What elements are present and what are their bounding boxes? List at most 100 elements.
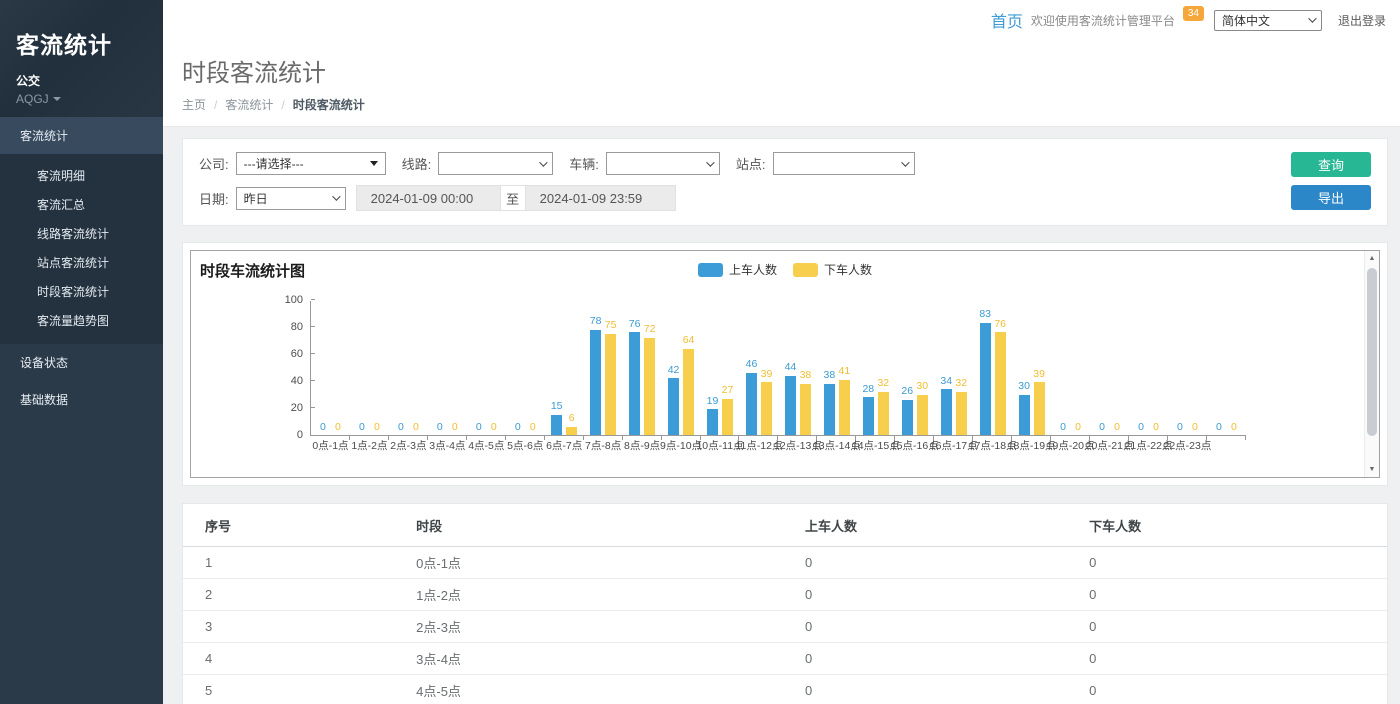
bar-value-label: 38: [824, 370, 836, 381]
bar-value-label: 26: [901, 386, 913, 397]
legend-item[interactable]: 上车人数: [698, 261, 777, 278]
bar-value-label: 28: [862, 384, 874, 395]
scroll-up-icon[interactable]: ▲: [1365, 251, 1379, 266]
table-header-cell: 序号: [183, 504, 408, 547]
bar-value-label: 19: [707, 396, 719, 407]
sidebar-subitem[interactable]: 时段客流统计: [0, 277, 163, 306]
bar: [800, 384, 811, 435]
bar-group: 0: [449, 422, 460, 436]
line-field: 线路:: [402, 152, 554, 175]
date-preset-select[interactable]: 昨日: [236, 187, 346, 210]
bar-value-label: 0: [398, 422, 404, 433]
table-cell: 0: [797, 643, 1081, 675]
bar: [839, 380, 850, 435]
table-header-cell: 时段: [408, 504, 797, 547]
bar-group: 0: [1228, 422, 1239, 436]
table-row: 10点-1点00: [183, 547, 1387, 579]
bar: [551, 415, 562, 435]
sidebar-brand: 客流统计 公交 AQGJ: [0, 0, 163, 117]
bar-group: 0: [332, 422, 343, 436]
x-tick-label: 5点-6点: [507, 438, 543, 453]
sidebar-submenu: 客流明细客流汇总线路客流统计站点客流统计时段客流统计客流量趋势图: [0, 154, 163, 344]
bar-group: 39: [1034, 369, 1045, 435]
notification-badge[interactable]: 34: [1183, 6, 1204, 21]
sidebar-subitem[interactable]: 站点客流统计: [0, 248, 163, 277]
sidebar: 客流统计 公交 AQGJ 客流统计客流明细客流汇总线路客流统计站点客流统计时段客…: [0, 0, 163, 704]
line-select[interactable]: [438, 152, 553, 175]
sidebar-subitem[interactable]: 线路客流统计: [0, 219, 163, 248]
chart-category: 1566点-7点: [545, 301, 584, 435]
chevron-down-icon: [706, 158, 714, 166]
bar: [668, 378, 679, 435]
company-select-value: ---请选择---: [244, 155, 304, 172]
scroll-down-icon[interactable]: ▼: [1365, 462, 1379, 477]
x-tick-label: 2点-3点: [390, 438, 426, 453]
legend-label: 下车人数: [824, 261, 872, 278]
station-label: 站点:: [736, 154, 766, 173]
bar: [824, 384, 835, 435]
y-tick-label: 0: [297, 429, 303, 441]
date-to-input[interactable]: 2024-01-09 23:59: [526, 185, 676, 211]
chart-category: 002点-3点: [389, 301, 428, 435]
bar-group: 0: [1174, 422, 1185, 436]
table-cell: 3: [183, 611, 408, 643]
triangle-down-icon: [370, 161, 378, 166]
sidebar-subitem[interactable]: 客流量趋势图: [0, 306, 163, 335]
y-tick-label: 60: [291, 348, 303, 360]
sidebar-subitem[interactable]: 客流明细: [0, 161, 163, 190]
bar-value-label: 0: [1075, 422, 1081, 433]
chart-category: 0023点-24点: [1207, 301, 1246, 435]
chart-scrollbar[interactable]: ▲ ▼: [1364, 251, 1379, 477]
app-logo-title: 客流统计: [16, 26, 163, 60]
logout-link[interactable]: 退出登录: [1338, 12, 1386, 29]
bar: [785, 376, 796, 435]
search-button[interactable]: 查询: [1291, 152, 1371, 177]
chart-category: 343216点-17点: [934, 301, 973, 435]
legend-swatch: [698, 263, 723, 277]
bar-value-label: 0: [320, 422, 326, 433]
legend-item[interactable]: 下车人数: [793, 261, 872, 278]
bar: [722, 399, 733, 435]
bar: [566, 427, 577, 435]
sidebar-item[interactable]: 设备状态: [0, 344, 163, 381]
vehicle-select[interactable]: [606, 152, 720, 175]
org-code-label: AQGJ: [16, 92, 49, 106]
bar-group: 46: [746, 359, 757, 435]
chart-category: 76728点-9点: [623, 301, 662, 435]
bar: [878, 392, 889, 435]
breadcrumb-section[interactable]: 客流统计: [225, 96, 273, 113]
bar-group: 0: [1135, 422, 1146, 436]
sidebar-item[interactable]: 客流统计: [0, 117, 163, 154]
bar-value-label: 83: [979, 309, 991, 320]
bar-group: 0: [488, 422, 499, 436]
chart-legend: 上车人数 下车人数: [698, 261, 872, 278]
date-from-input[interactable]: 2024-01-09 00:00: [356, 185, 500, 211]
org-code-dropdown[interactable]: AQGJ: [16, 92, 61, 106]
x-tick-label: 22点-23点: [1164, 438, 1212, 453]
sidebar-item[interactable]: 基础数据: [0, 381, 163, 418]
company-select[interactable]: ---请选择---: [236, 152, 386, 175]
scrollbar-thumb[interactable]: [1367, 268, 1377, 436]
bar-group: 72: [644, 324, 655, 435]
table-cell: 5: [183, 675, 408, 704]
bar-value-label: 39: [1033, 369, 1045, 380]
language-select[interactable]: 简体中文: [1214, 10, 1322, 31]
home-link[interactable]: 首页: [991, 8, 1023, 32]
chart-category: 443812点-13点: [778, 301, 817, 435]
bar: [863, 397, 874, 435]
table-cell: 1点-2点: [408, 579, 797, 611]
bar-group: 38: [800, 370, 811, 435]
legend-label: 上车人数: [729, 261, 777, 278]
table-cell: 0: [797, 547, 1081, 579]
export-button[interactable]: 导出: [1291, 185, 1371, 210]
bar-group: 0: [512, 422, 523, 436]
bar-group: 0: [1058, 422, 1069, 436]
welcome-text: 欢迎使用客流统计管理平台: [1031, 12, 1175, 29]
breadcrumb-home[interactable]: 主页: [182, 96, 206, 113]
station-select[interactable]: [773, 152, 915, 175]
sidebar-subitem[interactable]: 客流汇总: [0, 190, 163, 219]
table-row: 54点-5点00: [183, 675, 1387, 704]
bar-group: 0: [410, 422, 421, 436]
x-tick-label: 0点-1点: [312, 438, 348, 453]
bar-group: 39: [761, 369, 772, 435]
